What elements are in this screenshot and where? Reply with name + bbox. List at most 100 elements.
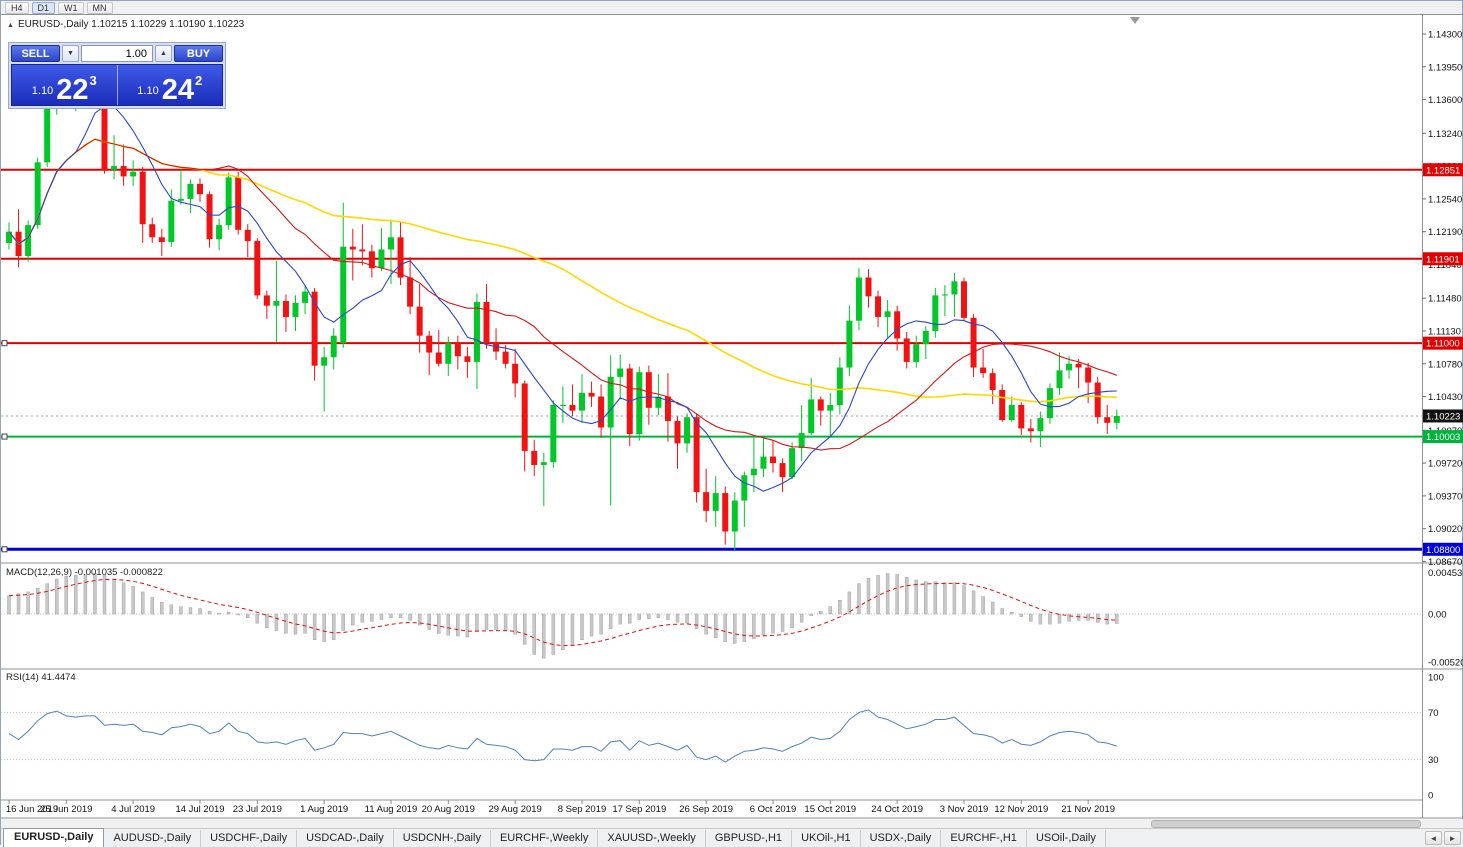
volume-input[interactable]: [81, 45, 153, 62]
chart-tab[interactable]: XAUUSD-,Weekly: [598, 830, 706, 847]
candle: [149, 224, 156, 238]
candle: [101, 95, 108, 170]
macd-bar: [1067, 613, 1071, 622]
macd-bar: [857, 583, 861, 615]
macd-bar: [274, 613, 279, 631]
candle: [941, 294, 948, 296]
macd-bar: [599, 613, 603, 635]
chart-tab[interactable]: USDCHF-,Daily: [201, 830, 298, 847]
candle: [684, 417, 691, 444]
chart-tab[interactable]: GBPUSD-,H1: [706, 830, 793, 847]
price-axis-label: 1.12190: [1428, 227, 1462, 238]
macd-bar: [694, 613, 699, 629]
candle: [464, 356, 471, 362]
rsi-label: RSI(14) 41.4474: [6, 672, 76, 683]
sell-button[interactable]: SELL: [11, 45, 60, 62]
candle: [158, 237, 165, 242]
timeframe-toolbar: H4 D1 W1 MN: [1, 1, 1462, 14]
date-axis-label: 15 Oct 2019: [804, 804, 856, 815]
rsi-line: [8, 709, 1117, 763]
candle: [330, 335, 337, 358]
tab-scroll-left-icon[interactable]: ◄: [1425, 831, 1442, 845]
candle: [168, 200, 175, 242]
horizontal-scrollbar[interactable]: [1, 819, 1463, 828]
macd-bar: [207, 611, 212, 615]
one-click-toggle-icon[interactable]: ▲: [7, 22, 14, 29]
candle: [779, 463, 786, 478]
macd-bar: [819, 611, 823, 615]
chart-tab[interactable]: AUDUSD-,Daily: [104, 830, 202, 847]
timeframe-button-W1[interactable]: W1: [58, 1, 84, 14]
date-axis-label: 8 Sep 2019: [558, 804, 607, 815]
candle: [951, 281, 958, 295]
price-axis-label: 1.09020: [1428, 524, 1462, 535]
macd-bar: [7, 595, 11, 615]
scrollbar-thumb[interactable]: [1151, 820, 1421, 828]
timeframe-button-D1[interactable]: D1: [31, 1, 56, 14]
macd-bar: [733, 613, 737, 644]
candle: [913, 344, 920, 362]
candle: [559, 405, 566, 407]
price-axis-label: 1.12540: [1428, 194, 1462, 205]
candle: [397, 237, 404, 278]
candle: [664, 396, 671, 421]
candle: [416, 306, 423, 336]
candle: [378, 249, 385, 269]
macd-bar: [589, 613, 594, 637]
level-anchor-handle[interactable]: [1, 433, 8, 440]
chart-tab[interactable]: USDCAD-,Daily: [297, 830, 394, 847]
macd-bar: [437, 613, 441, 634]
macd-bar: [685, 613, 689, 624]
macd-bar: [93, 573, 97, 615]
price-axis-label: 1.13600: [1428, 95, 1462, 106]
chart-tab[interactable]: USOil-,Daily: [1027, 830, 1106, 847]
chart-shift-marker-icon[interactable]: [1130, 17, 1140, 24]
timeframe-button-MN[interactable]: MN: [86, 1, 113, 14]
sell-price-display[interactable]: 1.10 22 3: [12, 65, 117, 105]
chart-tab[interactable]: EURCHF-,H1: [941, 830, 1027, 847]
candle: [1075, 363, 1082, 368]
candle: [426, 335, 433, 353]
timeframe-button-H4[interactable]: H4: [5, 1, 29, 14]
candle: [569, 405, 576, 411]
candle: [235, 177, 242, 230]
candle: [894, 311, 901, 339]
macd-bar: [226, 611, 231, 615]
chart-tab[interactable]: USDX-,Daily: [861, 830, 942, 847]
macd-bar: [742, 613, 747, 642]
candle: [875, 296, 882, 317]
level-price-badge: [1423, 542, 1463, 556]
chart-tab[interactable]: USDCNH-,Daily: [394, 830, 491, 847]
macd-bar: [322, 613, 326, 642]
chart-tab[interactable]: EURCHF-,Weekly: [491, 830, 599, 847]
candle: [302, 291, 309, 303]
candle: [25, 225, 32, 257]
chart-tab[interactable]: UKOil-,H1: [792, 830, 861, 847]
candle: [473, 301, 480, 362]
candle: [693, 417, 700, 493]
candle: [1008, 405, 1015, 421]
buy-button[interactable]: BUY: [174, 45, 223, 62]
macd-bar: [379, 613, 384, 620]
tab-scroll-right-icon[interactable]: ►: [1444, 831, 1461, 845]
macd-bar: [150, 597, 154, 615]
date-axis-label: 20 Aug 2019: [422, 804, 475, 815]
chart-tab[interactable]: EURUSD-,Daily: [3, 828, 105, 847]
level-anchor-handle[interactable]: [1, 340, 8, 347]
volume-up-icon[interactable]: ▲: [155, 45, 172, 62]
macd-bar: [656, 613, 661, 618]
candle: [244, 229, 251, 242]
macd-axis-label: -0.005205: [1428, 657, 1463, 668]
rsi-axis-label: 30: [1428, 755, 1439, 766]
buy-price-display[interactable]: 1.10 24 2: [116, 65, 223, 105]
level-price-badge-label: 1.08800: [1426, 545, 1460, 556]
candle: [865, 277, 872, 297]
candle: [388, 237, 394, 250]
level-anchor-handle[interactable]: [1, 546, 8, 553]
date-axis-label: 25 Jun 2019: [40, 804, 92, 815]
macd-bar: [131, 586, 135, 615]
chart-canvas[interactable]: 1.143001.139501.136001.132401.128901.125…: [1, 1, 1463, 828]
candle: [111, 166, 118, 170]
volume-down-icon[interactable]: ▼: [62, 45, 79, 62]
price-axis-label: 1.11840: [1428, 260, 1462, 271]
